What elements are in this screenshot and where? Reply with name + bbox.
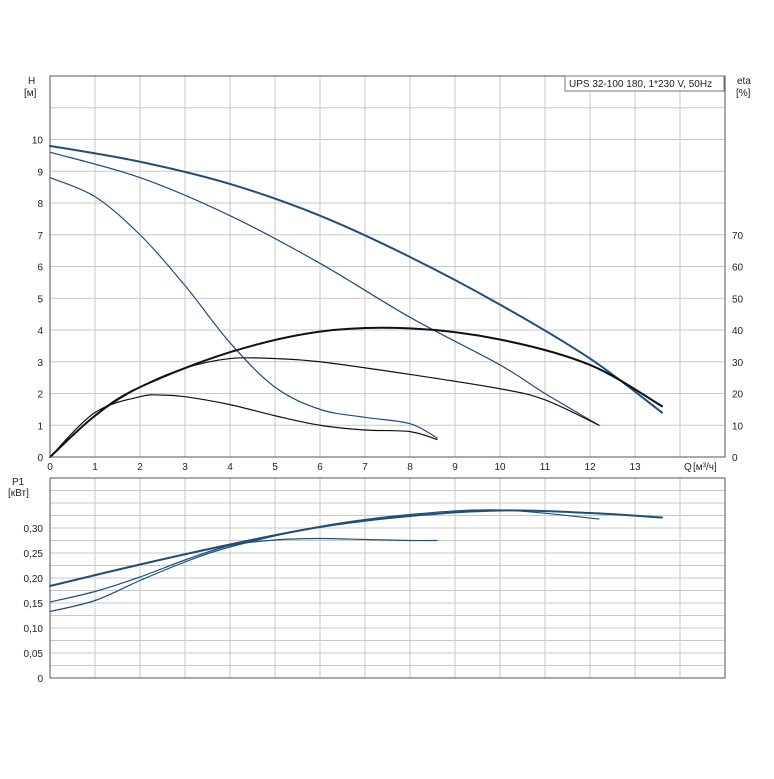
power-curve <box>49 509 663 587</box>
y-axis-label-p1: P1 <box>12 477 25 488</box>
efficiency-curve <box>49 394 438 458</box>
power-curve <box>49 537 438 603</box>
head-curve <box>49 177 438 439</box>
y2-tick-label-eta: 10 <box>732 421 744 432</box>
bottom-plot-frame <box>49 477 726 679</box>
y2-tick-label-eta: 50 <box>732 294 744 305</box>
y-axis-label-h: H <box>28 76 35 87</box>
y-tick-label-h: 10 <box>32 136 44 147</box>
grid-layer <box>50 76 725 678</box>
y2-axis-label-eta: eta <box>737 76 751 87</box>
y-tick-label-h: 0 <box>37 453 43 464</box>
y2-tick-label-eta: 30 <box>732 358 744 369</box>
y-tick-label-p1: 0,05 <box>24 649 44 660</box>
y-tick-label-h: 8 <box>37 199 43 210</box>
x-tick-label: 8 <box>407 462 413 473</box>
title-box-rect <box>564 75 725 92</box>
x-tick-label: 9 <box>452 462 458 473</box>
y-axis-unit-h: [м] <box>24 88 37 99</box>
y-tick-label-p1: 0,10 <box>24 624 44 635</box>
y-tick-label-p1: 0,15 <box>24 599 44 610</box>
y2-tick-label-eta: 60 <box>732 263 744 274</box>
x-tick-label: 13 <box>629 462 641 473</box>
x-axis-unit-q: [м³/ч] <box>693 462 717 473</box>
y2-axis-unit-eta: [%] <box>736 88 751 99</box>
y-tick-label-p1: 0 <box>37 674 43 685</box>
y-tick-label-h: 2 <box>37 390 43 401</box>
head-curve <box>49 151 600 426</box>
x-tick-label: 11 <box>540 462 551 473</box>
y-tick-label-h: 4 <box>37 326 43 337</box>
chart-title-box: UPS 32-100 180, 1*230 V, 50Hz <box>564 75 725 92</box>
efficiency-curve <box>49 326 663 458</box>
x-tick-label: 4 <box>227 462 233 473</box>
x-tick-label: 3 <box>182 462 188 473</box>
y2-tick-label-eta: 0 <box>732 453 738 464</box>
y-tick-label-h: 5 <box>37 294 43 305</box>
top-plot-frame <box>49 75 726 458</box>
y2-tick-label-eta: 40 <box>732 326 744 337</box>
x-tick-label: 5 <box>272 462 278 473</box>
head-curve <box>49 144 663 414</box>
y-tick-label-h: 3 <box>37 358 43 369</box>
frame-layer <box>49 75 726 679</box>
y-axis-unit-p1: [кВт] <box>8 488 29 499</box>
x-tick-label: 2 <box>137 462 143 473</box>
power-curve <box>49 509 600 613</box>
y2-tick-label-eta: 20 <box>732 390 744 401</box>
y-tick-label-p1: 0,25 <box>24 549 44 560</box>
y-tick-label-h: 9 <box>37 167 43 178</box>
x-tick-label: 10 <box>494 462 506 473</box>
y2-tick-label-eta: 70 <box>732 231 744 242</box>
y-tick-label-h: 1 <box>37 421 43 432</box>
y-tick-label-p1: 0,20 <box>24 574 44 585</box>
chart-title: UPS 32-100 180, 1*230 V, 50Hz <box>569 79 712 90</box>
x-axis-label-q: Q <box>684 462 692 473</box>
x-tick-label: 1 <box>92 462 98 473</box>
y-tick-label-h: 6 <box>37 263 43 274</box>
x-tick-label: 6 <box>317 462 323 473</box>
efficiency-curve <box>49 357 600 458</box>
y-tick-label-h: 7 <box>37 231 43 242</box>
curves-layer <box>49 144 663 613</box>
x-tick-label: 0 <box>47 462 53 473</box>
x-tick-label: 12 <box>584 462 596 473</box>
x-tick-label: 7 <box>362 462 368 473</box>
y-tick-label-p1: 0,30 <box>24 524 44 535</box>
